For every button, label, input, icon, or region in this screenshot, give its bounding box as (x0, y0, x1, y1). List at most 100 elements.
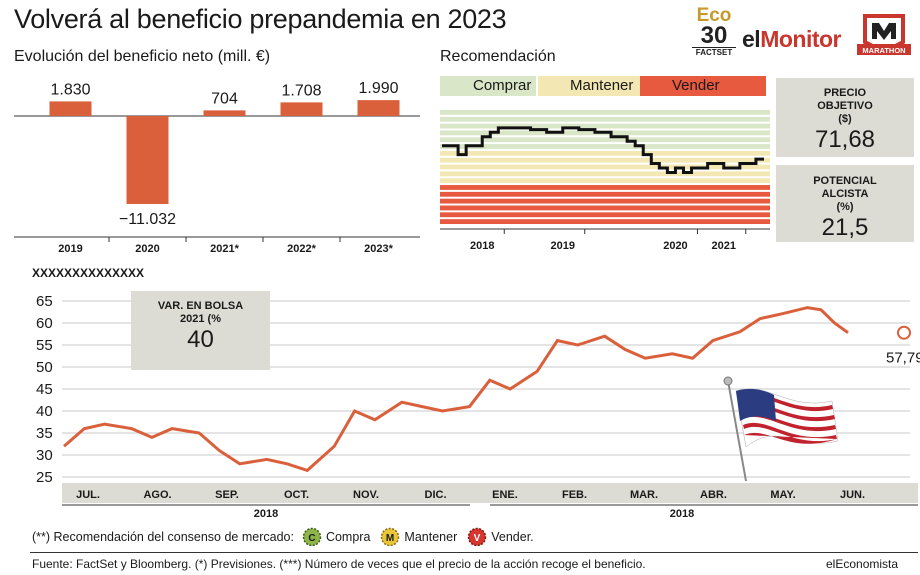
price-end-marker (897, 325, 911, 340)
vender-badge-letter: V (474, 533, 481, 544)
bar-2019 (49, 101, 92, 116)
consensus-legend: (**) Recomendación del consenso de merca… (32, 527, 534, 547)
reco-band-mantener (440, 150, 770, 156)
bar-value-label: −11.032 (119, 211, 176, 228)
potencial-label-3: (%) (836, 201, 854, 213)
mantener-badge-icon: M (381, 527, 400, 547)
price-y-tick-label: 55 (36, 337, 53, 354)
reco-band-mantener (440, 171, 770, 177)
potencial-label-2: ALCISTA (821, 188, 869, 200)
var-bolsa-box: VAR. EN BOLSA 2021 (% 40 (131, 291, 270, 370)
price-y-ticks: 65 60 55 50 45 40 35 30 25 (36, 293, 53, 486)
reco-tick-label: 2019 (551, 240, 575, 252)
precio-label-1: PRECIO (823, 87, 867, 99)
usa-flag-icon (723, 376, 839, 482)
marathon-logo-text: MARATHON (862, 46, 905, 55)
eco30-logo: Eco 30 FACTSET (692, 5, 736, 57)
mantener-label: Mantener (404, 530, 458, 544)
price-month-label: SEP. (215, 489, 239, 501)
reco-band-vender (440, 185, 770, 190)
bar-chart-title: Evolución del beneficio neto (mill. €) (14, 48, 271, 65)
consensus-mantener: M Mantener (380, 527, 457, 547)
price-year-label: 2018 (670, 508, 694, 520)
price-y-tick-label: 35 (36, 425, 53, 442)
bar-value-label: 1.830 (50, 81, 90, 98)
eco30-logo-factset: FACTSET (692, 47, 736, 57)
price-month-label: JUL. (76, 489, 100, 501)
legend-mantener-label: Mantener (570, 77, 634, 94)
price-month-labels: JUL. AGO. SEP. OCT. NOV. DIC. ENE. FEB. MAR. ABR.… (62, 489, 918, 520)
reco-band-comprar (440, 116, 770, 122)
reco-band-mantener (440, 164, 770, 170)
legend-mantener-swatch (538, 76, 650, 96)
bar-2020 (126, 116, 169, 204)
bar-category-label: 2021* (210, 243, 239, 255)
reco-ticks: 2018 2019 2020 2021 (470, 229, 747, 252)
price-month-label: NOV. (353, 489, 379, 501)
precio-label-2: OBJETIVO (817, 100, 873, 112)
reco-band-mantener (440, 178, 770, 184)
footer-brand: elEconomista (826, 557, 899, 571)
price-month-label: JUN. (840, 489, 865, 501)
price-y-tick-label: 50 (36, 359, 53, 376)
price-month-label: MAR. (630, 489, 658, 501)
reco-band-vender (440, 198, 770, 204)
bar-group: 1.830 −11.032 704 1.708 1.990 (14, 80, 420, 228)
consensus-intro: (**) Recomendación del consenso de merca… (32, 530, 294, 544)
flag-pole (727, 380, 747, 482)
eco30-logo-eco: Eco (696, 5, 732, 26)
precio-objetivo-box: PRECIO OBJETIVO ($) 71,68 (776, 78, 914, 157)
price-month-label: AGO. (143, 489, 171, 501)
marathon-logo-band (857, 44, 911, 55)
bar-category-label: 2022* (287, 243, 316, 255)
bar-category-label: 2019 (58, 243, 82, 255)
flag-canton (736, 388, 776, 421)
reco-band-comprar (440, 123, 770, 129)
potencial-alcista-box: POTENCIAL ALCISTA (%) 21,5 (776, 165, 914, 242)
price-y-tick-label: 40 (36, 403, 53, 420)
reco-band-comprar (440, 137, 770, 143)
price-y-tick-label: 45 (36, 381, 53, 398)
legend-vender-label: Vender (672, 77, 720, 94)
price-chart: 65 60 55 50 45 40 35 30 25 57,79 JUL. AGO. SEP. OCT… (36, 293, 920, 520)
consensus-vender: V Vender. (467, 527, 534, 547)
elmonitor-logo: elMonitor (742, 26, 841, 53)
footer-source: Fuente: FactSet y Bloomberg. (*) Previsi… (32, 557, 646, 571)
reco-band-comprar (440, 110, 770, 115)
month-axis-band (62, 483, 918, 503)
bar-category-label: 2023* (364, 243, 393, 255)
reco-band-comprar (440, 144, 770, 149)
price-month-label: OCT. (284, 489, 309, 501)
bar-chart: 1.830 −11.032 704 1.708 1.990 2019 2020 2021* 2… (14, 80, 420, 255)
elmonitor-logo-monitor: Monitor (760, 26, 841, 52)
bar-value-label: 1.990 (358, 80, 398, 97)
mantener-badge-letter: M (386, 533, 394, 544)
compra-badge-icon: C (302, 527, 322, 547)
var-label-2: 2021 (% (180, 313, 221, 325)
price-month-label: MAY. (770, 489, 795, 501)
price-y-tick-label: 30 (36, 447, 53, 464)
reco-consensus-line (442, 126, 764, 174)
price-y-tick-label: 60 (36, 315, 53, 332)
reco-band-vender (440, 212, 770, 218)
reco-chart: 2018 2019 2020 2021 (440, 110, 770, 252)
price-y-tick-label: 65 (36, 293, 53, 310)
marathon-logo: MARATHON (857, 14, 911, 55)
bar-category-label: 2020 (135, 243, 159, 255)
legend-comprar-swatch (440, 76, 536, 96)
reco-tick-label: 2021 (712, 240, 736, 252)
reco-chart-title: Recomendación (440, 48, 556, 65)
price-month-label: ABR. (700, 489, 727, 501)
vender-badge-icon: V (467, 527, 487, 547)
reco-band-vender (440, 205, 770, 211)
price-year-label: 2018 (254, 508, 278, 520)
compra-label: Compra (325, 530, 371, 544)
price-month-label: FEB. (562, 489, 587, 501)
price-chart-title: XXXXXXXXXXXXXX (32, 266, 145, 280)
var-value: 40 (187, 326, 214, 353)
potencial-value: 21,5 (821, 214, 869, 241)
bar-value-label: 1.708 (281, 82, 321, 99)
price-month-label: ENE. (492, 489, 518, 501)
compra-badge-letter: C (308, 533, 315, 544)
vender-label: Vender. (491, 530, 534, 544)
